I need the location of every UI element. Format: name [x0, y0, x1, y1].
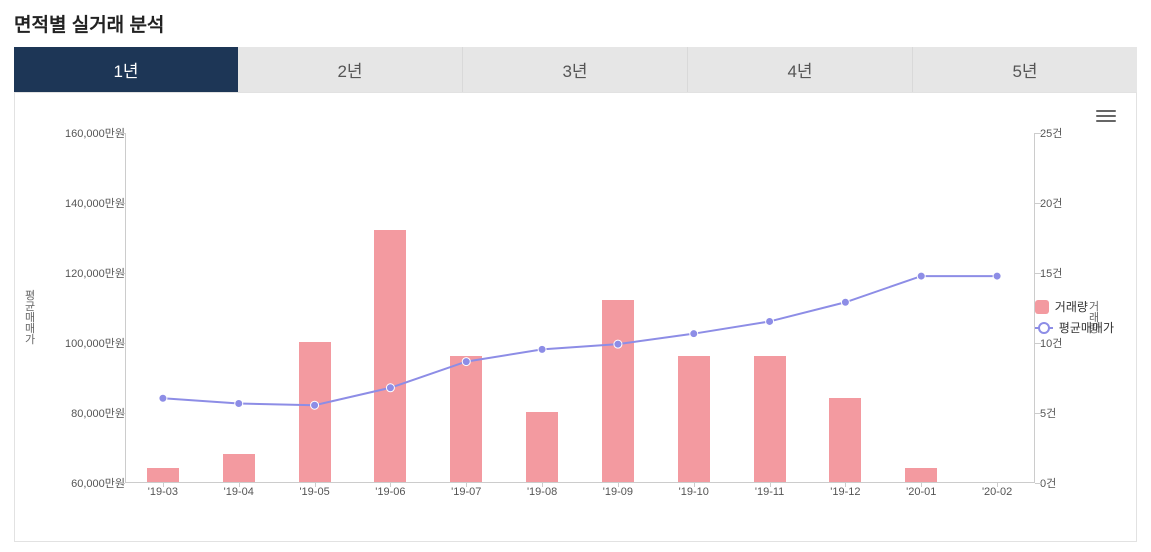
- chart-line-marker: [690, 330, 698, 338]
- x-tick-label: '19-07: [451, 486, 481, 498]
- chart-menu-icon[interactable]: [1096, 107, 1116, 125]
- legend-label: 평균매매가: [1059, 319, 1114, 336]
- x-tick-label: '20-01: [906, 486, 936, 498]
- y-left-tick-label: 160,000만원: [35, 125, 125, 141]
- chart-line-marker: [917, 272, 925, 280]
- y-left-tick-label: 80,000만원: [35, 405, 125, 421]
- chart-line: [163, 276, 997, 405]
- chart-line-marker: [614, 340, 622, 348]
- period-tab[interactable]: 3년: [463, 47, 688, 92]
- y-left-tick-label: 120,000만원: [35, 265, 125, 281]
- x-tick-label: '19-04: [224, 486, 254, 498]
- period-tab[interactable]: 4년: [688, 47, 913, 92]
- chart-panel: 평균매매가 거래량 60,000만원 80,000만원 100,000만원 120,0…: [14, 92, 1137, 542]
- x-tick-label: '19-12: [830, 486, 860, 498]
- chart-line-marker: [993, 272, 1001, 280]
- legend-swatch-bar: [1035, 300, 1049, 314]
- chart-legend: 거래량평균매매가: [1035, 294, 1114, 340]
- legend-swatch-line: [1035, 327, 1053, 329]
- chart-line-marker: [235, 399, 243, 407]
- legend-label: 거래량: [1055, 298, 1088, 315]
- x-tick-label: '19-11: [755, 486, 784, 498]
- x-tick-label: '19-09: [603, 486, 633, 498]
- y-right-tick-label: 20건: [1040, 195, 1080, 211]
- y-left-tick-label: 140,000만원: [35, 195, 125, 211]
- period-tab[interactable]: 1년: [14, 47, 238, 92]
- x-tick-label: '19-08: [527, 486, 557, 498]
- x-tick-label: '19-03: [148, 486, 178, 498]
- y-left-tick-label: 100,000만원: [35, 335, 125, 351]
- y-right-tick-label: 25건: [1040, 125, 1080, 141]
- y-left-axis-labels: 60,000만원80,000만원100,000만원120,000만원140,00…: [35, 133, 125, 483]
- chart-line-marker: [386, 384, 394, 392]
- period-tab[interactable]: 5년: [913, 47, 1137, 92]
- y-right-tick-label: 15건: [1040, 265, 1080, 281]
- y-right-tick-label: 5건: [1040, 405, 1080, 421]
- page-title: 면적별 실거래 분석: [14, 10, 1137, 37]
- legend-item[interactable]: 거래량: [1035, 298, 1114, 315]
- chart-line-marker: [841, 298, 849, 306]
- chart-line-marker: [766, 317, 774, 325]
- y-left-tick-label: 60,000만원: [35, 475, 125, 491]
- chart-line-marker: [159, 394, 167, 402]
- period-tab[interactable]: 2년: [238, 47, 463, 92]
- x-tick-label: '19-05: [299, 486, 329, 498]
- chart-line-marker: [538, 345, 546, 353]
- x-tick-label: '19-06: [375, 486, 405, 498]
- y-right-tick-label: 0건: [1040, 475, 1080, 491]
- chart-line-marker: [311, 401, 319, 409]
- period-tabs: 1년2년3년4년5년: [14, 47, 1137, 92]
- x-tick-label: '19-10: [679, 486, 709, 498]
- x-tick-label: '20-02: [982, 486, 1012, 498]
- chart-plot-area: '19-03'19-04'19-05'19-06'19-07'19-08'19-…: [125, 133, 1035, 483]
- legend-item[interactable]: 평균매매가: [1035, 319, 1114, 336]
- chart-line-marker: [462, 358, 470, 366]
